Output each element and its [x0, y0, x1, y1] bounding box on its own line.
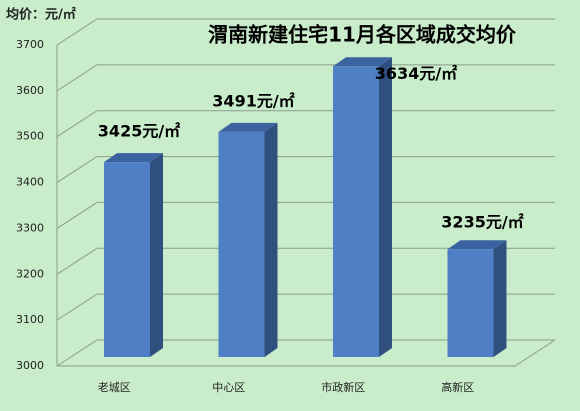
grid-line [56, 156, 555, 183]
grid-line [56, 293, 555, 321]
floor-edge [57, 339, 556, 367]
data-label: 3634元/㎡ [375, 64, 457, 83]
x-tick-label: 老城区 [98, 381, 131, 394]
grid-line [56, 64, 555, 92]
y-tick-label: 3000 [16, 359, 44, 372]
bar-side [264, 122, 278, 357]
bar [447, 249, 494, 357]
y-tick-label: 3500 [16, 130, 44, 143]
grid-line [56, 110, 555, 138]
bar [333, 66, 379, 357]
bar-top [104, 153, 163, 163]
y-axis-label: 均价：元/㎡ [6, 7, 76, 23]
grid-line [56, 247, 555, 275]
bar-top [333, 57, 392, 67]
bar-top [447, 240, 507, 250]
y-tick-label: 3100 [16, 313, 44, 326]
bar [104, 162, 150, 357]
grid-line [56, 339, 555, 367]
y-tick-label: 3400 [16, 176, 44, 189]
x-tick-label: 中心区 [212, 381, 245, 394]
chart-title: 渭南新建住宅11月各区域成交均价 [208, 23, 517, 47]
bar-side [150, 153, 163, 357]
bar-top [218, 122, 278, 132]
data-label: 3425元/㎡ [98, 122, 180, 141]
y-tick-label: 3200 [16, 267, 44, 280]
bar-side [493, 240, 507, 357]
y-tick-label: 3300 [16, 221, 44, 234]
data-label: 3491元/㎡ [212, 91, 294, 110]
bar-side [379, 57, 392, 357]
y-tick-label: 3600 [16, 84, 44, 97]
bar [218, 131, 265, 357]
grid-line [56, 201, 555, 229]
x-tick-label: 高新区 [441, 380, 474, 394]
x-tick-label: 市政新区 [321, 380, 365, 394]
data-label: 3235元/㎡ [441, 213, 523, 232]
y-tick-label: 3700 [16, 38, 44, 51]
grid-line [56, 18, 555, 46]
